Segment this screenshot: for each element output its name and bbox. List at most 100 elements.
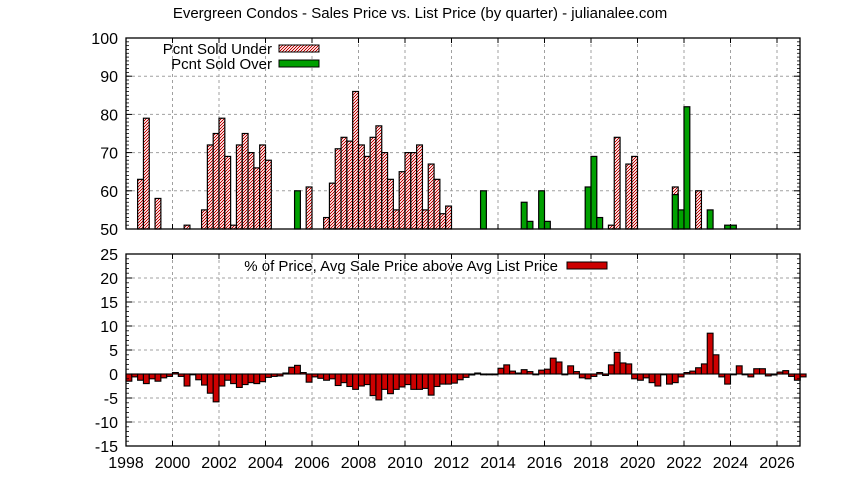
bar-price-diff [782, 370, 790, 375]
y-tick-label: 70 [100, 146, 118, 163]
bar-price-diff [247, 373, 255, 384]
bar-price-diff [654, 373, 662, 387]
bar-price-diff [567, 365, 575, 375]
bar-price-diff [212, 373, 220, 403]
x-tick-label: 2008 [341, 455, 377, 472]
bar-price-diff [759, 368, 766, 375]
x-tick-label: 2016 [527, 455, 563, 472]
bar-price-diff [206, 373, 214, 394]
bar-price-diff [480, 373, 487, 376]
bar-price-diff [392, 373, 400, 390]
bar-sold-over [584, 186, 592, 230]
bar-price-diff [323, 373, 330, 381]
bar-price-diff [381, 373, 389, 390]
chart-title-text: Evergreen Condos - Sales Price vs. List … [172, 5, 668, 22]
bar-price-diff [334, 373, 342, 387]
bar-sold-under [323, 216, 331, 230]
bar-sold-over [683, 106, 691, 230]
bottom-plot-grid [126, 254, 800, 446]
bar-price-diff [282, 372, 290, 375]
x-tick-label: 2012 [434, 455, 470, 472]
bar-sold-under [357, 144, 365, 230]
bar-price-diff [427, 373, 435, 396]
bar-sold-over [590, 155, 598, 230]
bar-price-diff [398, 373, 406, 388]
y-tick-label: 50 [100, 222, 118, 239]
bar-price-diff [131, 373, 139, 378]
x-tick-label: 2018 [573, 455, 609, 472]
bar-price-diff [264, 373, 272, 378]
bar-price-diff [450, 373, 458, 384]
bar-sold-under [375, 125, 383, 230]
bar-price-diff [561, 373, 569, 376]
bar-price-diff [154, 373, 162, 382]
chart-title: Evergreen Condos - Sales Price vs. List … [0, 5, 844, 22]
bar-price-diff [619, 362, 627, 375]
bar-price-diff [799, 373, 807, 378]
bar-sold-under [305, 186, 313, 230]
bar-sold-over [677, 209, 685, 230]
bar-sold-under [235, 144, 243, 230]
bar-sold-over [596, 216, 604, 230]
bar-price-diff [474, 372, 482, 375]
y-tick-label: 80 [100, 107, 118, 124]
y-tick-label: 5 [109, 343, 118, 360]
bar-sold-under [334, 148, 342, 230]
bar-price-diff [683, 372, 691, 375]
bar-price-diff [578, 373, 586, 379]
bar-price-diff [346, 373, 354, 388]
bar-price-diff [201, 373, 208, 386]
bar-price-diff [695, 367, 702, 375]
bottom-plot-legend: % of Price, Avg Sale Price above Avg Lis… [244, 258, 608, 275]
bar-sold-over [293, 190, 301, 230]
bar-price-diff [509, 370, 516, 375]
bar-sold-under [381, 152, 389, 230]
bar-sold-over [520, 201, 528, 230]
x-tick-label: 2026 [759, 455, 795, 472]
bar-price-diff [788, 373, 795, 377]
bar-price-diff [636, 373, 644, 381]
bar-price-diff [764, 373, 772, 377]
bar-price-diff [311, 373, 319, 378]
bar-price-diff [189, 373, 197, 376]
bar-price-diff [584, 373, 592, 380]
bar-price-diff [602, 373, 609, 376]
bar-sold-under [398, 171, 406, 230]
y-tick-label: 20 [100, 271, 118, 288]
bar-sold-under [404, 152, 412, 230]
bar-price-diff [305, 373, 313, 383]
bar-sold-under [224, 155, 232, 230]
bar-price-diff [177, 373, 185, 377]
top-plot-axes: 50 60 70 80 90 100 [91, 31, 801, 239]
bar-sold-over [526, 220, 534, 230]
legend-label-sold-under: Pcnt Sold Under [163, 41, 272, 58]
bar-price-diff [148, 373, 156, 380]
bar-sold-under [386, 178, 394, 230]
bar-price-diff [299, 372, 307, 375]
x-tick-label: 2014 [480, 455, 516, 472]
x-tick-label: 2024 [713, 455, 749, 472]
y-tick-label: 0 [109, 367, 118, 384]
bar-sold-under [154, 197, 162, 230]
x-tick-label: 1998 [108, 455, 144, 472]
bar-sold-over [671, 194, 679, 230]
x-tick-label: 2010 [387, 455, 423, 472]
bar-sold-over [479, 190, 487, 230]
bar-price-diff [439, 373, 447, 385]
y-tick-label: 25 [100, 247, 118, 264]
bar-price-diff [555, 361, 563, 375]
bar-sold-under [416, 144, 424, 230]
legend-swatch-price-diff [566, 261, 608, 270]
x-tick-label: 2004 [248, 455, 284, 472]
legend-swatch-sold-over [278, 59, 320, 68]
bar-price-diff [410, 373, 418, 390]
bar-price-diff [445, 373, 453, 385]
bar-price-diff [485, 373, 493, 376]
bar-price-diff [137, 373, 144, 381]
y-tick-label: 60 [100, 184, 118, 201]
legend-label-sold-over: Pcnt Sold Over [171, 56, 272, 73]
legend-label-price-diff: % of Price, Avg Sale Price above Avg Lis… [244, 258, 558, 275]
bar-sold-over [543, 220, 551, 230]
bar-sold-under [200, 209, 208, 230]
